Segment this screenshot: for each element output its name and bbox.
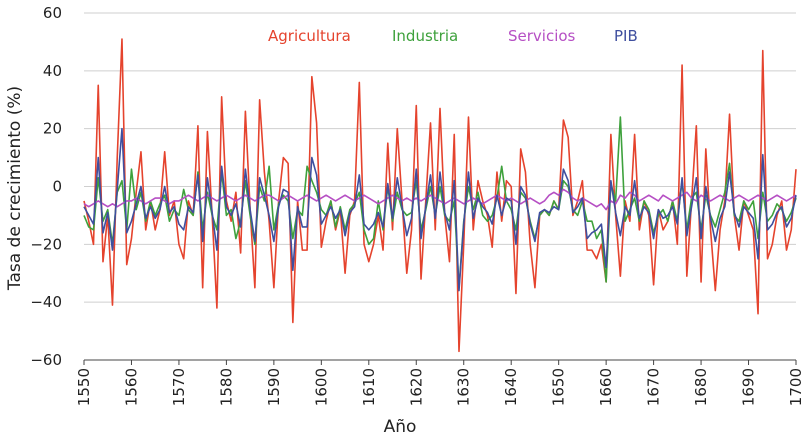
y-tick-label: −60: [30, 351, 62, 369]
x-tick-label: 1660: [597, 368, 615, 406]
series-line: [83, 188, 797, 211]
x-tick-label: 1700: [787, 368, 805, 406]
y-tick-label: 40: [43, 62, 62, 80]
x-tick-label: 1560: [122, 368, 140, 406]
x-tick-label: 1690: [740, 368, 758, 406]
x-tick-label: 1630: [455, 368, 473, 406]
y-axis-label: Tasa de crecimiento (%): [5, 86, 25, 291]
x-axis-label: Año: [384, 417, 417, 437]
x-tick-label: 1570: [170, 368, 188, 406]
x-tick-label: 1600: [312, 368, 330, 406]
y-tick-label: 0: [52, 178, 62, 196]
y-tick-label: 60: [43, 4, 62, 22]
legend-entry: Industria: [392, 27, 458, 45]
series-line: [83, 38, 797, 353]
legend-entry: PIB: [614, 27, 638, 45]
series-line: [83, 116, 797, 289]
x-tick-label: 1680: [692, 368, 710, 406]
x-tick-label: 1620: [407, 368, 425, 406]
x-tick-label: 1580: [217, 368, 235, 406]
x-tick-label: 1550: [75, 368, 93, 406]
x-tick-label: 1650: [550, 368, 568, 406]
x-tick-label: 1610: [360, 368, 378, 406]
y-tick-label: 20: [43, 120, 62, 138]
legend-entry: Servicios: [508, 27, 576, 45]
y-tick-label: −20: [30, 235, 62, 253]
series-line: [83, 127, 797, 292]
x-tick-label: 1670: [645, 368, 663, 406]
legend-entry: Agricultura: [268, 27, 351, 45]
x-tick-label: 1590: [265, 368, 283, 406]
y-tick-label: −40: [30, 293, 62, 311]
x-tick-label: 1640: [502, 368, 520, 406]
